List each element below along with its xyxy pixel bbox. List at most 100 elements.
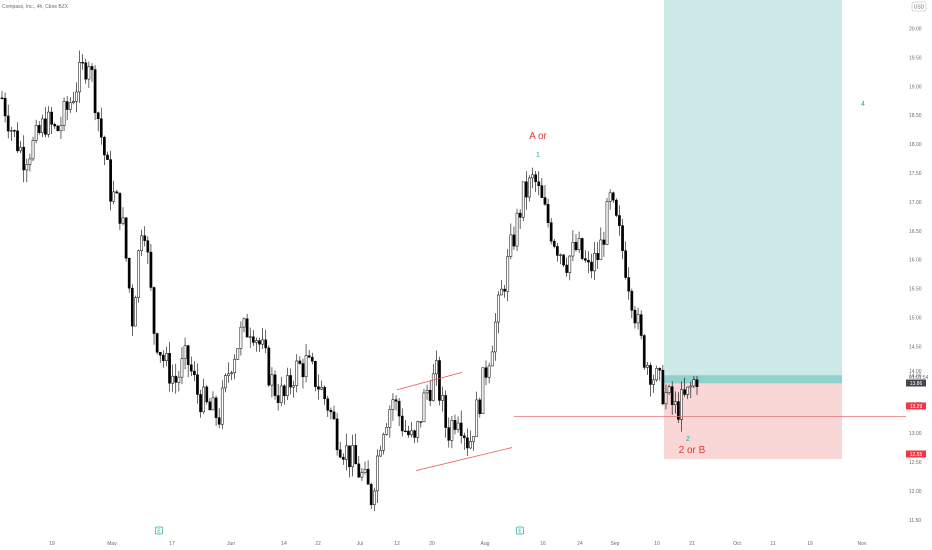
candle-body: [450, 420, 454, 441]
candle-body: [90, 66, 94, 70]
candle-body: [84, 62, 88, 80]
current-price-text: 14.00: [909, 369, 922, 375]
candle-body: [565, 264, 569, 273]
candle-body: [577, 238, 581, 251]
candle-body: [298, 360, 302, 364]
candle-body: [332, 411, 336, 420]
drawing-lines: [396, 372, 906, 472]
candle-body: [444, 395, 448, 428]
candle-body: [143, 235, 147, 241]
candle-body: [357, 463, 361, 478]
wave-a-label: A or: [529, 131, 547, 142]
candle-body: [193, 370, 196, 376]
candle-body: [630, 290, 634, 311]
candle-body: [140, 235, 143, 252]
candle-body: [372, 490, 376, 506]
x-tick-label: 20: [429, 541, 435, 547]
candle-body: [500, 288, 503, 296]
candle-body: [453, 420, 457, 430]
candle-body: [317, 386, 320, 390]
candle-body: [9, 130, 13, 132]
x-tick-label: 12: [394, 541, 400, 547]
candle-body: [351, 445, 354, 468]
candle-body: [171, 375, 174, 384]
wave-1-label: 1: [536, 152, 540, 159]
candle-body: [689, 385, 693, 388]
candle-body: [59, 125, 63, 132]
candle-body: [658, 368, 662, 371]
y-tick-label: 12.00: [909, 489, 922, 495]
y-tick-label: 19.00: [909, 84, 922, 90]
candle-body: [652, 379, 655, 385]
candle-body: [196, 374, 199, 395]
candle-body: [605, 201, 609, 245]
candle-body: [3, 97, 7, 117]
candle-body: [109, 159, 112, 202]
candle-body: [124, 217, 128, 259]
candle-body: [410, 430, 413, 436]
candle-body: [242, 318, 246, 328]
x-tick-label: 22: [315, 541, 321, 547]
x-tick-label: 19: [49, 541, 55, 547]
candle-body: [19, 146, 22, 152]
candle-body: [227, 373, 230, 376]
candle-body: [295, 360, 299, 386]
candle-body: [525, 181, 528, 198]
candle-body: [329, 410, 333, 413]
candle-body: [472, 436, 475, 442]
candle-body: [168, 353, 171, 384]
candle-body: [540, 185, 544, 198]
candle-body: [608, 192, 612, 202]
candle-body: [208, 401, 212, 411]
candle-body: [155, 333, 159, 353]
x-tick-label: 10: [654, 541, 660, 547]
wave-4-label: 4: [861, 101, 865, 108]
earnings-marker-box: [155, 526, 163, 535]
candle-body: [394, 399, 398, 402]
candle-body: [214, 397, 218, 418]
entry-price-tag: 13.86: [906, 379, 926, 387]
channel-lower-line[interactable]: [415, 447, 513, 472]
currency-button[interactable]: USD: [911, 1, 927, 12]
candle-body: [655, 368, 659, 381]
y-tick-label: 17.00: [909, 200, 922, 206]
channel-upper-line[interactable]: [396, 372, 463, 391]
candle-body: [416, 421, 420, 438]
candle-body: [245, 318, 249, 338]
candle-body: [121, 217, 125, 224]
candle-body: [391, 399, 395, 410]
candle-body: [16, 130, 19, 152]
candle-body: [646, 365, 649, 368]
candle-body: [217, 417, 221, 425]
y-tick-label: 20.00: [909, 27, 922, 33]
candle-body: [211, 397, 215, 411]
target-bottom-tag: 12.55: [906, 450, 926, 458]
candle-body: [537, 181, 541, 186]
candle-body: [93, 69, 97, 113]
candle-body: [543, 197, 547, 205]
candle-body: [13, 130, 16, 132]
earnings-marker-box: [516, 526, 524, 535]
candle-body: [614, 199, 618, 216]
candle-body: [599, 239, 603, 260]
candle-body: [335, 418, 339, 451]
candle-body: [363, 468, 367, 473]
candle-body: [205, 386, 209, 403]
candle-body: [621, 225, 624, 251]
candle-body: [509, 234, 513, 257]
profit-entry-band: [664, 375, 842, 384]
earnings-marker[interactable]: E: [516, 526, 524, 535]
candle-body: [152, 287, 156, 334]
earnings-marker[interactable]: E: [155, 526, 163, 535]
y-tick-label: 14.00: [909, 373, 922, 379]
candle-body: [130, 287, 134, 327]
candle-body: [487, 365, 491, 378]
candle-body: [68, 102, 72, 110]
candle-body: [47, 111, 50, 135]
candle-body: [556, 246, 559, 256]
candle-body: [44, 118, 47, 135]
y-tick-label: 14.50: [909, 344, 922, 350]
candle-body: [366, 468, 370, 485]
